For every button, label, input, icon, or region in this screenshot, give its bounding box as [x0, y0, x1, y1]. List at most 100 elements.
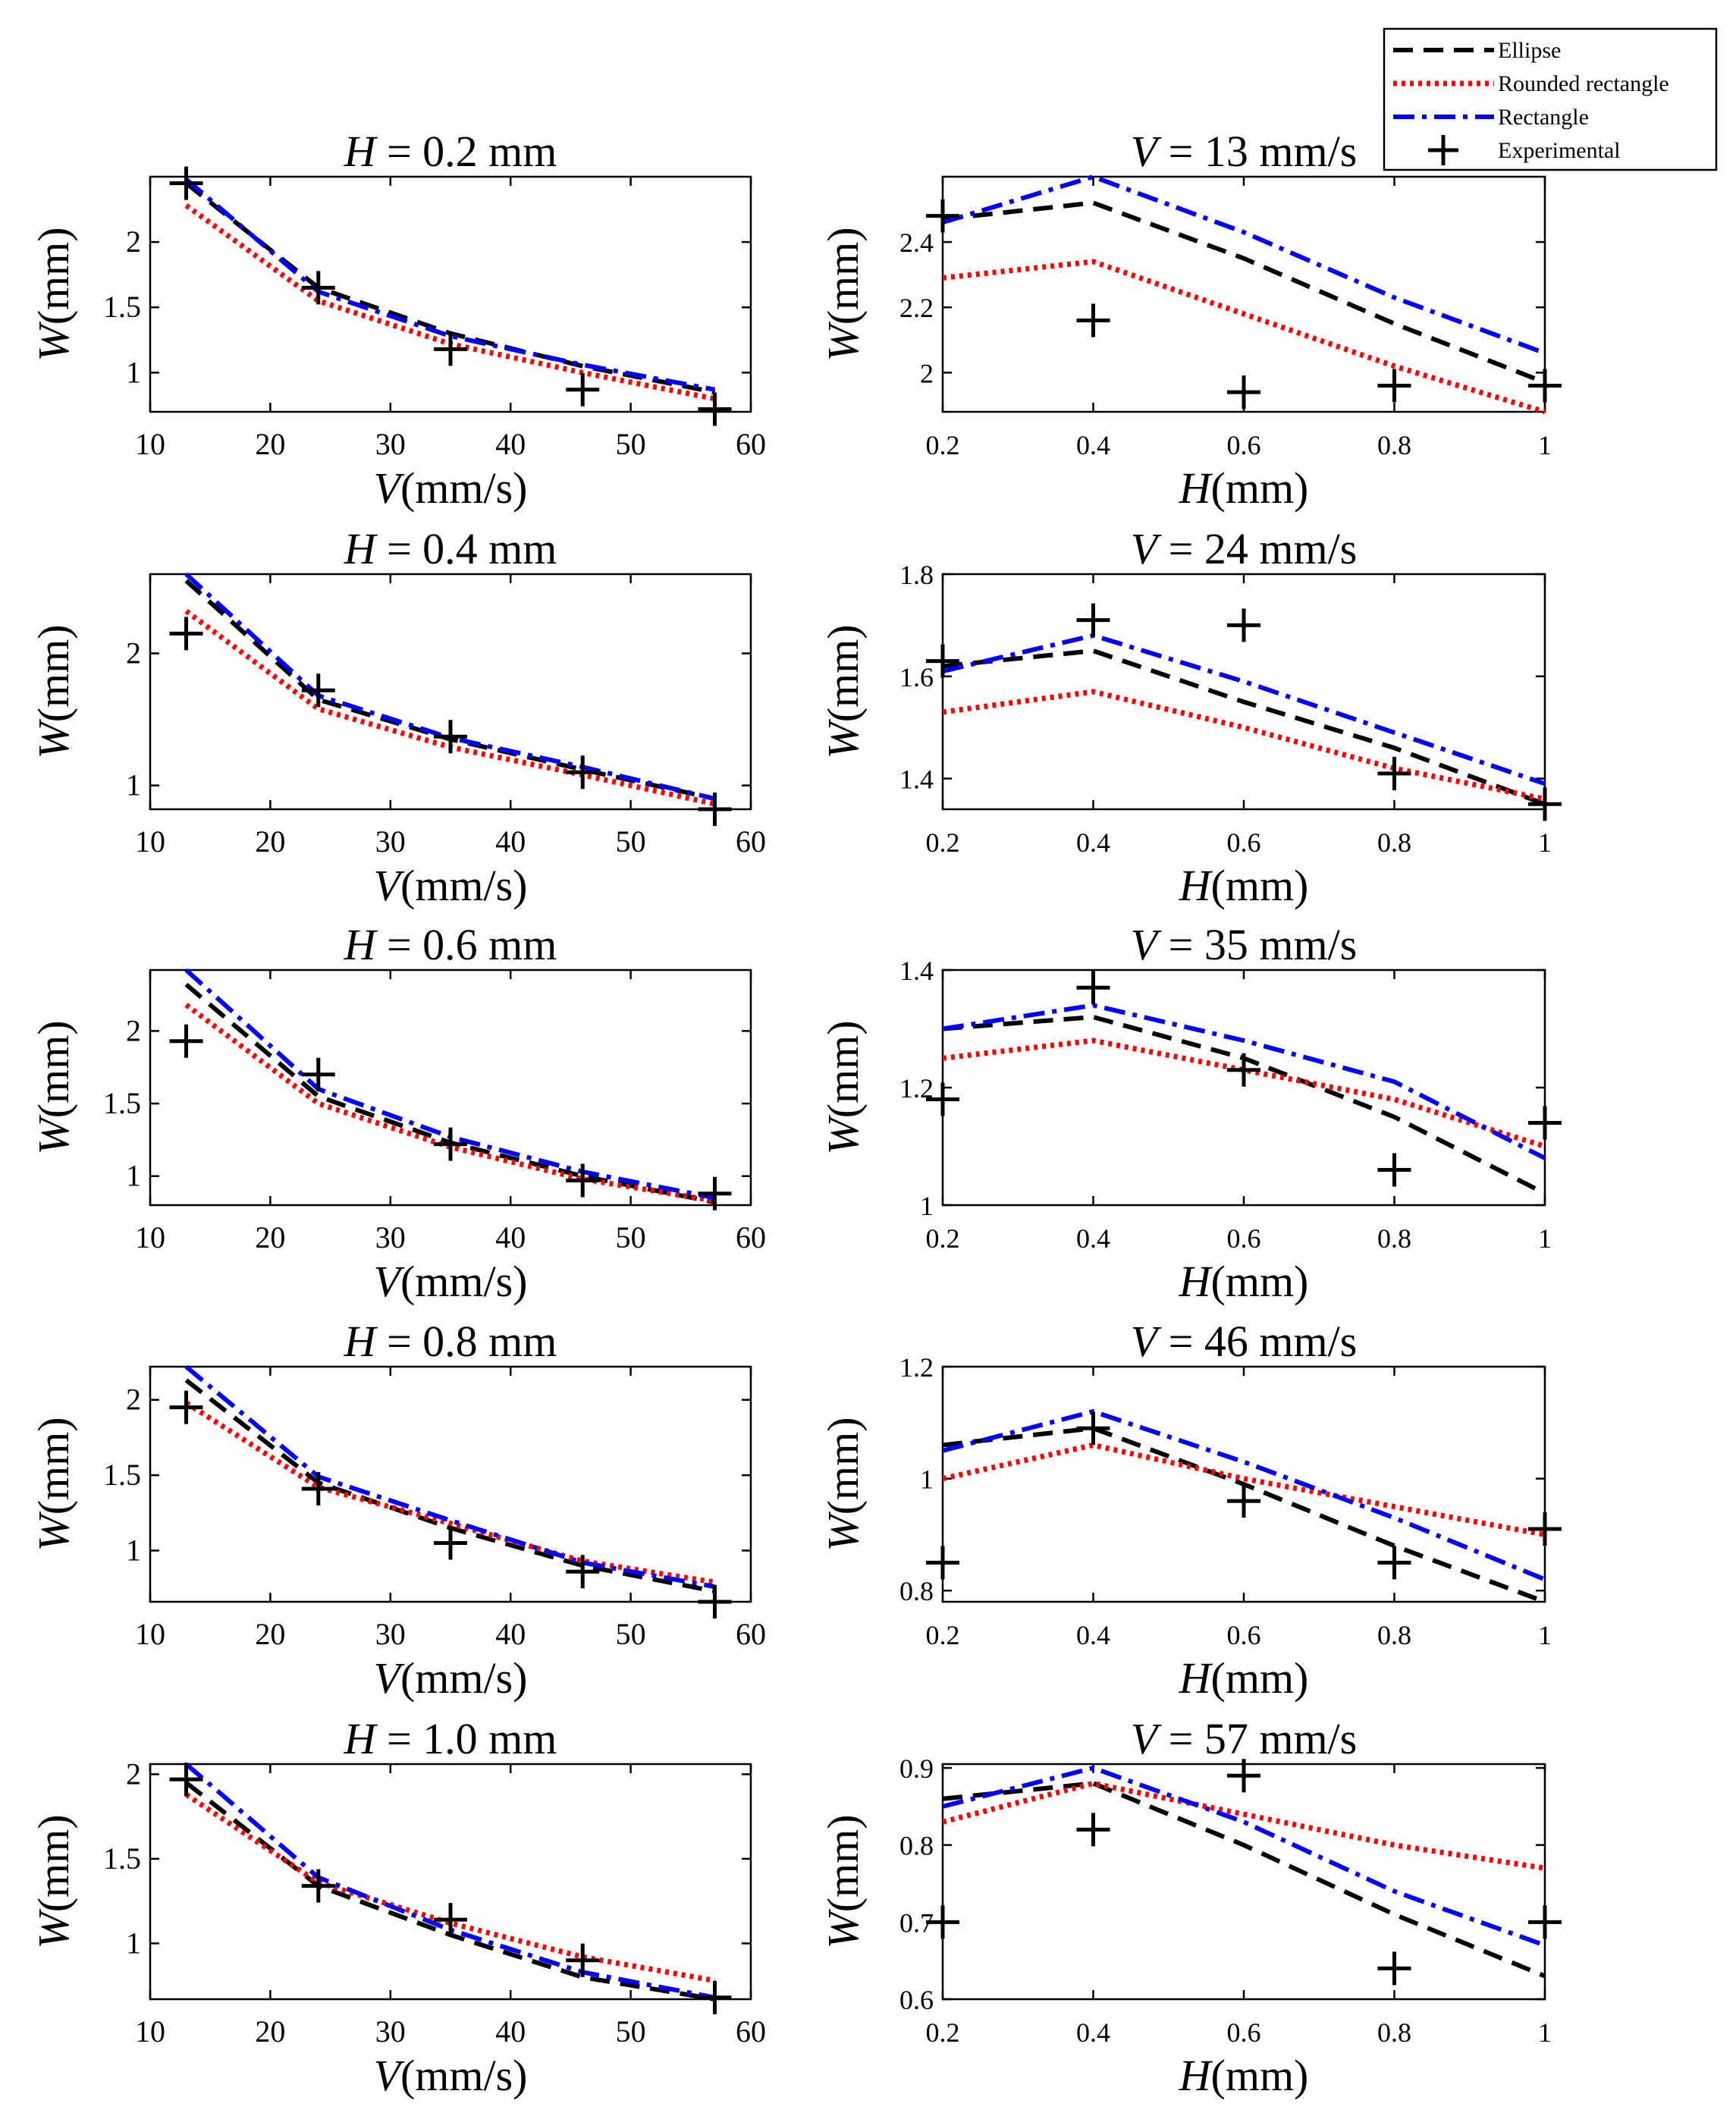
x-tick-label: 0.8: [1377, 430, 1411, 460]
y-axis-label: W(mm): [29, 227, 78, 361]
x-tick-label: 1: [1538, 1620, 1552, 1650]
x-tick-label: 0.4: [1076, 827, 1110, 858]
series-group: [942, 633, 1546, 807]
subplot-title-value: = 0.6 mm: [375, 920, 557, 969]
x-axis-label: V(mm/s): [374, 1257, 528, 1306]
x-axis-label: V(mm/s): [374, 2051, 528, 2100]
experimental-marker: [301, 673, 335, 708]
experimental-marker: [1528, 369, 1562, 403]
axes-box: [149, 573, 752, 811]
y-axis-variable: W: [29, 1512, 78, 1552]
y-axis-label: W(mm): [818, 624, 868, 758]
x-tick-label: 60: [736, 1220, 766, 1254]
series-line-rounded-rectangle: [184, 1400, 716, 1585]
experimental-marker: [301, 1471, 335, 1505]
legend-item-ellipse: Ellipse: [1393, 38, 1561, 63]
x-tick-label: 20: [255, 427, 285, 461]
y-axis-variable: W: [29, 719, 78, 759]
experimental-marker: [1377, 369, 1411, 403]
x-tick-label: 50: [616, 1617, 646, 1651]
x-tick-label: 60: [736, 1617, 766, 1651]
x-axis-label: V(mm/s): [374, 861, 528, 910]
series-line-rounded-rectangle: [942, 259, 1546, 415]
y-tick-label: 2: [126, 1757, 141, 1791]
experimental-marker: [1076, 603, 1110, 637]
subplot-title-value: = 57 mm/s: [1157, 1714, 1357, 1763]
experimental-marker: [1076, 303, 1110, 337]
x-axis-label: V(mm/s): [374, 463, 528, 513]
series-line-rectangle: [184, 177, 716, 392]
x-tick-label: 60: [736, 427, 766, 461]
x-axis-variable: V: [374, 2051, 406, 2100]
x-tick-label: 60: [736, 824, 766, 859]
y-axis-variable: W: [818, 322, 868, 362]
experimental-marker: [566, 755, 600, 790]
x-tick-label: 30: [375, 1220, 406, 1254]
subplot-4: 0.2 0.4 0.6 0.8 11.41.61.8V = 24 mm/sH(mm)W(…: [818, 524, 1562, 910]
x-tick-label: 40: [495, 427, 526, 461]
subplot-title-variable: H: [344, 127, 378, 176]
subplot-10: 0.2 0.4 0.6 0.8 10.60.70.80.9V = 57 mm/sH(mm…: [818, 1714, 1562, 2100]
subplot-title: H = 0.6 mm: [344, 920, 557, 969]
x-tick-label: 0.8: [1377, 1223, 1411, 1254]
y-axis-label: W(mm): [29, 1417, 78, 1551]
subplot-7: 10 20 30 40 50 60 1 1.5 2 H = 0.8 mm V(mm/s) W(mm): [29, 1317, 766, 1703]
y-tick-label: 2: [126, 1013, 141, 1047]
x-tick-label: 50: [616, 824, 646, 859]
legend-label: Rectangle: [1498, 105, 1589, 130]
x-axis-unit: (mm/s): [400, 2051, 528, 2100]
y-tick-label: 0.8: [899, 1831, 934, 1861]
series-line-rectangle: [942, 174, 1546, 356]
experimental-marker: [566, 372, 600, 407]
x-axis-unit: (mm): [1211, 861, 1309, 910]
series-line-ellipse: [942, 648, 1546, 807]
series-line-rounded-rectangle: [942, 689, 1546, 802]
experimental-marker: [566, 1163, 600, 1198]
legend-item-rounded-rectangle: Rounded rectangle: [1393, 71, 1669, 96]
x-tick-label: 40: [495, 1220, 526, 1254]
subplot-8: 0.2 0.4 0.6 0.8 10.811.2V = 46 mm/sH(mm)W(mm…: [818, 1317, 1562, 1703]
y-tick-label: 1: [920, 1465, 934, 1495]
y-axis-label: W(mm): [818, 1020, 868, 1154]
subplot-title-variable: V: [1131, 127, 1163, 176]
experimental-marker: [1528, 1106, 1562, 1140]
legend-item-rectangle: Rectangle: [1393, 105, 1589, 130]
series-line-ellipse: [942, 1781, 1546, 1979]
x-axis-label: H(mm): [1179, 1257, 1309, 1306]
x-tick-label: 0.4: [1076, 1223, 1110, 1254]
axes-box: [149, 969, 752, 1207]
x-tick-label: 0.6: [1227, 1223, 1261, 1254]
subplot-title-variable: V: [1131, 1714, 1163, 1763]
y-axis-unit: (mm): [818, 227, 868, 325]
y-tick-label: 0.6: [899, 1985, 934, 2015]
x-tick-label: 0.6: [1227, 827, 1261, 858]
y-axis-label: W(mm): [818, 1417, 868, 1551]
x-tick-label: 10: [135, 1617, 165, 1651]
x-tick-label: 30: [375, 427, 406, 461]
x-tick-label: 10: [135, 1220, 165, 1254]
y-tick-label: 2.2: [899, 293, 934, 323]
y-tick-label: 1: [920, 1191, 934, 1221]
x-tick-label: 0.6: [1227, 2017, 1261, 2048]
experimental-marker: [926, 1546, 959, 1580]
experimental-marker: [1377, 756, 1411, 790]
experimental-marker: [1227, 1759, 1260, 1793]
y-tick-label: 2: [126, 636, 141, 670]
y-axis-variable: W: [29, 322, 78, 362]
y-tick-label: 1: [126, 768, 141, 802]
experimental-marker: [1227, 1484, 1260, 1518]
experimental-marker: [698, 392, 732, 426]
axes-box: [149, 175, 752, 413]
x-axis-unit: (mm/s): [400, 861, 528, 910]
x-tick-label: 0.4: [1076, 430, 1110, 460]
subplot-title-variable: H: [344, 920, 378, 969]
series-line-rounded-rectangle: [942, 1038, 1546, 1149]
x-axis-variable: V: [374, 1257, 406, 1306]
x-tick-label: 30: [375, 824, 406, 859]
x-tick-label: 0.2: [926, 827, 960, 858]
x-tick-label: 0.6: [1227, 430, 1261, 460]
x-axis-unit: (mm/s): [400, 1257, 528, 1306]
y-axis-unit: (mm): [818, 1814, 868, 1912]
experimental-marker: [698, 1980, 732, 2014]
